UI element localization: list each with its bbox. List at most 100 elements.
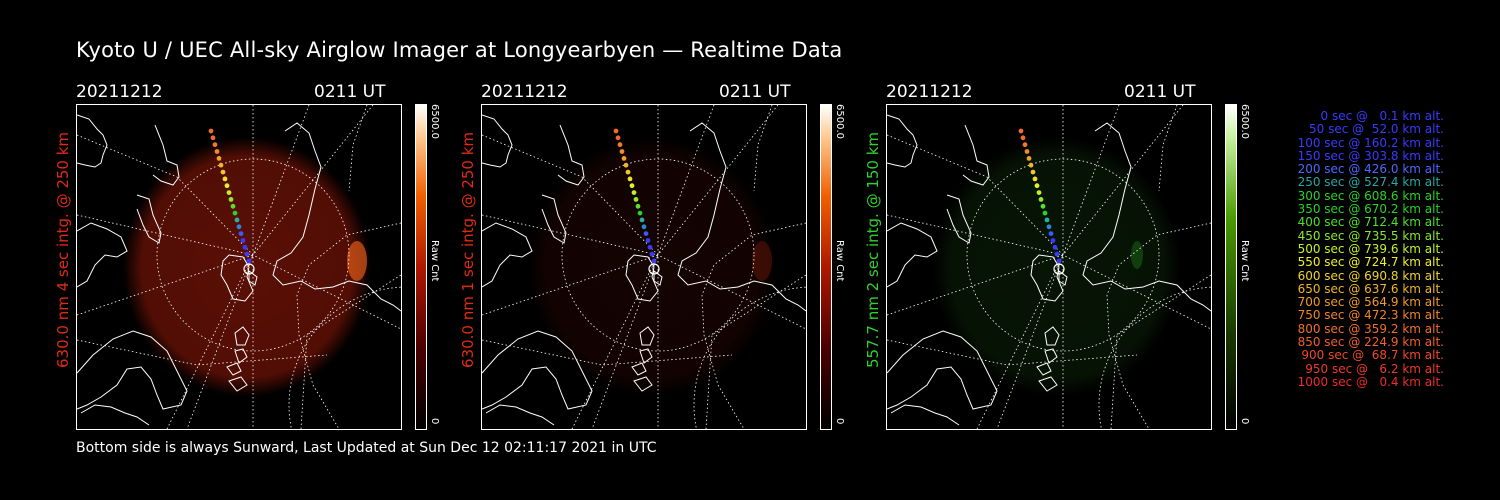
trajectory-point (1028, 162, 1034, 168)
latitude-circle (966, 158, 1160, 352)
panel-1-cbar-min: 0 (429, 418, 440, 425)
legend-item: 300 sec @ 608.6 km alt. (1297, 188, 1444, 203)
trajectory-point (238, 231, 244, 236)
grid-line (1062, 105, 1184, 256)
station-marker (648, 263, 660, 275)
panel-1-image (76, 104, 402, 430)
coastline (1030, 254, 1064, 302)
trajectory-point (234, 217, 240, 223)
aurora-spot (347, 241, 367, 281)
panel-2-ylabel: 630.0 nm 1 sec intg. @ 250 km (459, 131, 477, 368)
trajectory-point (232, 210, 238, 216)
coastline (234, 348, 248, 364)
coastline (653, 270, 663, 286)
legend-item: 150 sec @ 303.8 km alt. (1297, 148, 1444, 163)
trajectory-point (1046, 224, 1052, 230)
panel-3-cbar-max: 6500.0 (1239, 104, 1250, 139)
panel-3-map (887, 105, 1211, 429)
grid-line (753, 105, 773, 192)
legend-item: 400 sec @ 712.4 km alt. (1297, 215, 1444, 230)
trajectory-point (222, 176, 228, 182)
grid-line (296, 222, 401, 429)
trajectory-legend: 0 sec @ 0.1 km alt. 50 sec @ 52.0 km alt.… (1262, 109, 1444, 389)
coastline (272, 122, 401, 312)
coastline (887, 330, 998, 410)
legend-item: 900 sec @ 68.7 km alt. (1301, 348, 1444, 363)
trajectory-point (242, 244, 248, 250)
legend-item: 700 sec @ 564.9 km alt. (1297, 295, 1444, 310)
panel-2-cbar-min: 0 (834, 418, 845, 425)
coastline (1058, 270, 1068, 286)
trajectory-point (240, 238, 246, 243)
coastline (1082, 122, 1211, 312)
panel-3-ylabel: 557.7 nm 2 sec intg. @ 150 km (864, 131, 882, 368)
legend-item: 850 sec @ 224.9 km alt. (1297, 335, 1444, 350)
trajectory-point (643, 231, 649, 236)
coastline (1044, 326, 1060, 346)
trajectory-point (1038, 197, 1044, 202)
coastline (677, 122, 806, 312)
trajectory-point (645, 238, 651, 243)
coastline (136, 194, 162, 244)
trajectory-point (1024, 149, 1030, 154)
grid-line (166, 254, 254, 429)
trajectory-point (1044, 217, 1050, 223)
panel-1-date: 20211212 (76, 82, 163, 102)
coastline (887, 222, 938, 288)
trajectory-point (1020, 135, 1026, 141)
grid-line (887, 339, 1138, 366)
trajectory-point (613, 128, 619, 134)
coastline (1044, 348, 1058, 364)
legend-item: 350 sec @ 670.2 km alt. (1297, 202, 1444, 217)
coastline (887, 114, 918, 168)
trajectory-point (635, 203, 641, 209)
trajectory-point (615, 135, 621, 141)
page-title: Kyoto U / UEC All-sky Airglow Imager at … (76, 38, 843, 62)
trajectory-point (641, 224, 647, 230)
coastline (482, 114, 513, 168)
grid-line (1110, 274, 1211, 429)
grid-line (1062, 105, 1120, 256)
legend-item: 550 sec @ 724.7 km alt. (1297, 255, 1444, 270)
legend-item: 800 sec @ 359.2 km alt. (1297, 321, 1444, 336)
trajectory-point (230, 203, 236, 209)
grid-line (1158, 105, 1178, 192)
panel-1-time: 0211 UT (314, 82, 386, 102)
legend-item: 950 sec @ 6.2 km alt. (1305, 361, 1444, 376)
grid-line (252, 105, 374, 256)
trajectory-point (1050, 238, 1056, 243)
trajectory-point (647, 244, 653, 250)
coastline (77, 114, 108, 168)
trajectory-point (228, 197, 234, 202)
coastline (639, 326, 655, 346)
station-marker (1053, 263, 1065, 275)
trajectory-point (1030, 169, 1036, 175)
trajectory-point (639, 217, 645, 223)
trajectory-point (621, 156, 627, 161)
grid-line (482, 134, 806, 330)
trajectory-point (212, 142, 218, 148)
coastline (631, 362, 647, 376)
legend-item: 100 sec @ 160.2 km alt. (1297, 135, 1444, 150)
grid-line (1106, 222, 1211, 429)
coastline (541, 194, 567, 244)
legend-item: 200 sec @ 426.0 km alt. (1297, 162, 1444, 177)
panel-3-time: 0211 UT (1124, 82, 1196, 102)
trajectory-point (627, 176, 633, 182)
panel-2-time: 0211 UT (719, 82, 791, 102)
coastline (77, 222, 128, 288)
trajectory-point (208, 128, 214, 134)
trajectory-point (1042, 210, 1048, 216)
legend-item: 750 sec @ 472.3 km alt. (1297, 308, 1444, 323)
coastline (557, 124, 585, 186)
legend-item: 1000 sec @ 0.4 km alt. (1297, 374, 1444, 389)
coastline (234, 326, 250, 346)
trajectory-point (649, 251, 655, 257)
trajectory-point (617, 142, 623, 148)
grid-line (77, 134, 401, 330)
trajectory-point (216, 156, 222, 161)
trajectory-point (1018, 128, 1024, 134)
panel-3-image (886, 104, 1212, 430)
aurora-spot (1131, 241, 1143, 269)
trajectory-point (1048, 231, 1054, 236)
